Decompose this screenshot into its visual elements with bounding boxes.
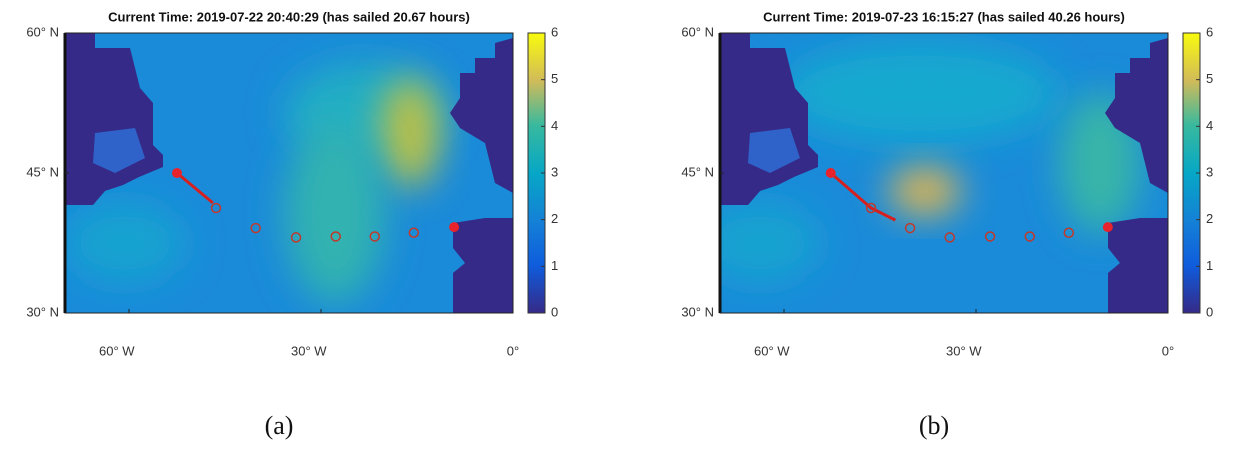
land	[1108, 218, 1168, 313]
x-tick-label: 0°	[507, 343, 519, 358]
waypoint	[210, 202, 222, 214]
y-tick-label: 45° N	[681, 164, 714, 179]
endpoint	[172, 168, 182, 178]
endpoint	[1102, 222, 1113, 233]
caption: (a)	[265, 411, 294, 440]
y-tick-label: 45° N	[26, 164, 59, 179]
colorbar-tick-label: 1	[1206, 258, 1213, 273]
colorbar-tick-label: 1	[551, 258, 558, 273]
colorbar-tick-label: 4	[551, 118, 558, 133]
waypoint	[250, 222, 261, 234]
land	[748, 128, 800, 173]
x-tick-label: 60° W	[754, 343, 790, 358]
colorbar-tick-label: 6	[1206, 24, 1213, 39]
y-tick-label: 60° N	[681, 24, 714, 39]
colorbar-tick-label: 3	[1206, 164, 1213, 179]
y-tick-label: 60° N	[26, 24, 59, 39]
waypoint	[904, 222, 916, 234]
colorbar-tick-label: 5	[551, 71, 558, 86]
waypoint	[1063, 227, 1075, 238]
chart-title: Current Time: 2019-07-22 20:40:29 (has s…	[108, 9, 470, 24]
waypoint	[290, 232, 302, 243]
colorbar-tick-label: 0	[1206, 304, 1213, 319]
x-tick-label: 30° W	[291, 343, 327, 358]
endpoint	[825, 168, 836, 178]
colorbar-tick-label: 3	[551, 164, 558, 179]
field-blob	[720, 203, 820, 283]
colorbar-tick-label: 5	[1206, 71, 1213, 86]
map-panel	[720, 33, 1168, 313]
map-panel	[65, 33, 513, 313]
field-blob	[380, 78, 440, 188]
land	[65, 33, 163, 205]
y-tick-label: 30° N	[26, 304, 59, 319]
x-tick-label: 30° W	[946, 343, 982, 358]
land	[453, 218, 513, 313]
sailed-path	[176, 171, 214, 205]
waypoint	[330, 231, 341, 242]
y-tick-label: 30° N	[681, 304, 714, 319]
x-tick-label: 60° W	[99, 343, 135, 358]
sailed-path	[829, 171, 897, 222]
colorbar-tick-label: 2	[551, 211, 558, 226]
colorbar-tick-label: 2	[1206, 211, 1213, 226]
waypoint	[865, 202, 877, 214]
land	[1105, 38, 1168, 193]
land	[720, 33, 818, 205]
waypoint	[1024, 231, 1036, 242]
land	[93, 128, 145, 173]
colorbar-tick-label: 4	[1206, 118, 1213, 133]
waypoint	[369, 231, 381, 242]
field-blob	[65, 203, 185, 283]
land	[450, 38, 513, 193]
endpoint	[449, 222, 460, 233]
caption: (b)	[919, 411, 949, 440]
waypoint	[984, 231, 996, 242]
colorbar-tick-label: 6	[551, 24, 558, 39]
field-blob	[780, 43, 1060, 143]
waypoint	[408, 227, 420, 238]
colorbar-tick-label: 0	[551, 304, 558, 319]
field-blob	[285, 123, 385, 303]
waypoint	[944, 232, 956, 243]
x-tick-label: 0°	[1162, 343, 1174, 358]
chart-title: Current Time: 2019-07-23 16:15:27 (has s…	[763, 9, 1125, 24]
field-blob	[889, 167, 961, 215]
